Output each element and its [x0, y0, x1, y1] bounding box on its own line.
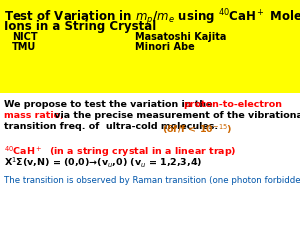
Text: X$^1$Σ(v,N) = (0,0)→(v$_u$,0) (v$_u$ = 1,2,3,4): X$^1$Σ(v,N) = (0,0)→(v$_u$,0) (v$_u$ = 1… — [4, 156, 203, 170]
Text: mass ratio,: mass ratio, — [4, 111, 64, 120]
Text: $^{40}$CaH$^+$  (in a string crystal in a linear trap): $^{40}$CaH$^+$ (in a string crystal in a… — [4, 144, 237, 159]
Text: NICT: NICT — [12, 32, 38, 42]
Text: Ions in a String Crystal: Ions in a String Crystal — [4, 20, 156, 33]
Text: proton-to-electron: proton-to-electron — [183, 100, 282, 109]
Text: Masatoshi Kajita: Masatoshi Kajita — [135, 32, 226, 42]
Text: Test of Variation in $m_p$/$m_e$ using $^{40}$CaH$^+$ Molecular: Test of Variation in $m_p$/$m_e$ using $… — [4, 7, 300, 28]
Text: Minori Abe: Minori Abe — [135, 42, 195, 52]
Text: TMU: TMU — [12, 42, 36, 52]
Text: via the precise measurement of the vibrational: via the precise measurement of the vibra… — [51, 111, 300, 120]
Text: (δf/f < 10$^{-15}$): (δf/f < 10$^{-15}$) — [162, 122, 232, 136]
Text: We propose to test the variation in the: We propose to test the variation in the — [4, 100, 216, 109]
Text: transition freq. of  ultra-cold molecules.: transition freq. of ultra-cold molecules… — [4, 122, 221, 131]
Bar — [0, 0, 300, 93]
Text: The transition is observed by Raman transition (one photon forbidden).: The transition is observed by Raman tran… — [4, 176, 300, 185]
